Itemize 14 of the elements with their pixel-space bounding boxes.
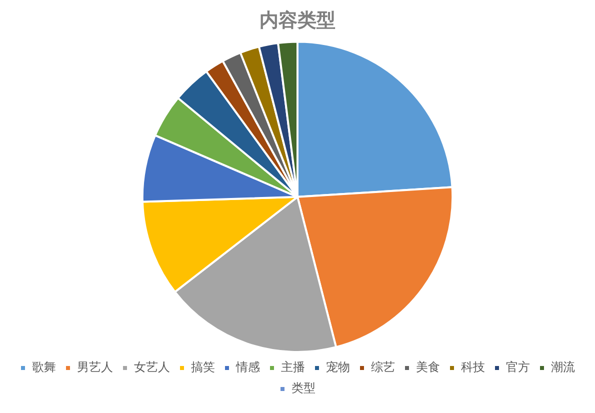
legend-label: 科技 [461,360,485,374]
chart-title: 内容类型 [260,9,336,32]
legend-label: 搞笑 [191,360,215,374]
legend-label: 宠物 [326,360,350,374]
legend-label: 情感 [235,360,260,374]
legend-label: 综艺 [371,360,395,374]
legend-label: 男艺人 [77,360,113,374]
legend-label: 官方 [506,360,530,374]
legend-label: 美食 [416,360,440,374]
legend-label: 类型 [292,381,316,396]
legend-label: 歌舞 [32,360,56,374]
legend-label: 潮流 [551,360,575,374]
legend-label: 女艺人 [134,360,170,374]
legend-label: 主播 [281,360,305,374]
